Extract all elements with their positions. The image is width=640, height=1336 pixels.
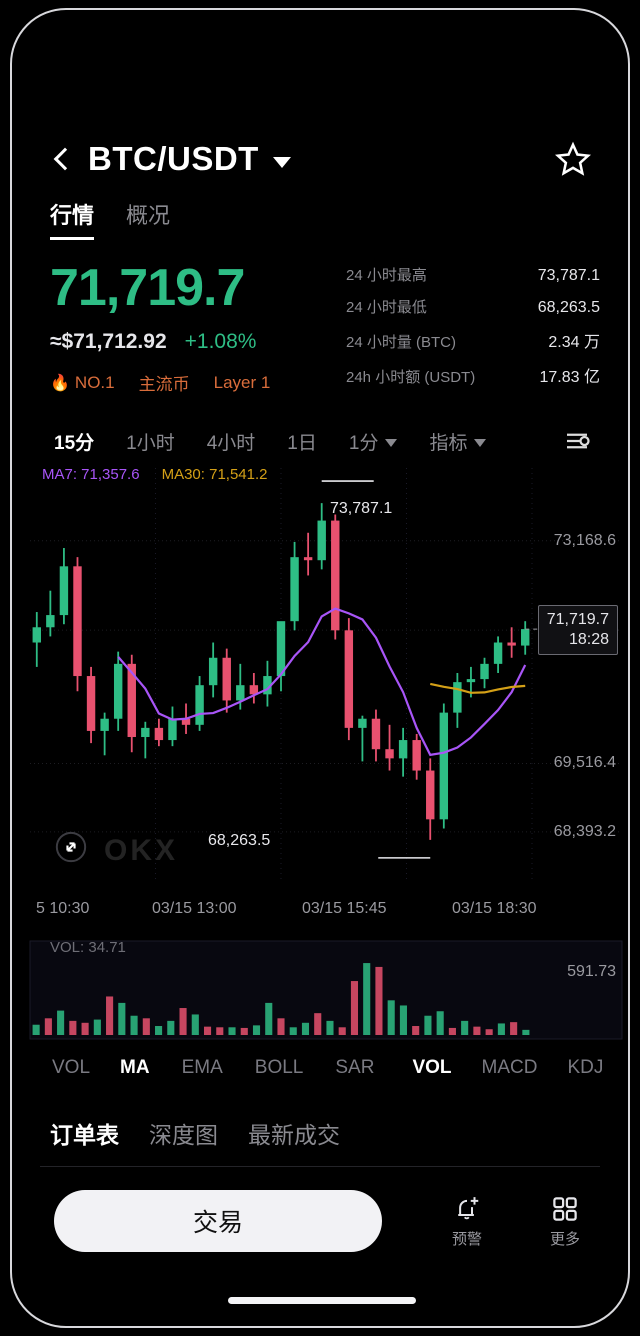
orderbook-tabs: 订单表 深度图 最新成交 [50, 1116, 340, 1150]
stat-value-high: 73,787.1 [537, 267, 600, 284]
stat-label-high: 24 小时最高 [346, 267, 427, 284]
stat-value-volume-btc: 2.34 万 [548, 334, 600, 351]
chevron-down-icon [385, 438, 398, 447]
time-tick-2: 03/15 15:45 [302, 900, 387, 917]
y-axis-label-3: 68,393.2 [553, 822, 616, 840]
volume-chart[interactable]: VOL: 34.71 591.73 [12, 935, 628, 1045]
timeframe-15m-label: 15分 [54, 432, 95, 454]
timeframe-4h-label: 4小时 [206, 432, 256, 454]
tab-depth-chart[interactable]: 深度图 [149, 1122, 218, 1148]
stat-value-turnover-usdt: 17.83 亿 [539, 369, 601, 386]
indicator-dropdown-label: 指标 [429, 432, 468, 454]
indicator-kdj[interactable]: KDJ [567, 1057, 604, 1078]
more-label: 更多 [549, 1230, 580, 1248]
alert-button[interactable]: 预警 [430, 1194, 504, 1249]
tag-row: 🔥 NO.1 主流币 Layer 1 [50, 370, 270, 395]
stats-panel: 24 小时最高 73,787.1 24 小时最低 68,263.5 24 小时量… [346, 264, 600, 398]
stat-label-volume-btc: 24 小时量 (BTC) [346, 334, 457, 351]
chevron-down-icon[interactable] [272, 156, 291, 168]
grid-more-icon [553, 1196, 577, 1221]
timeframe-1d[interactable]: 1日 [287, 428, 317, 455]
stat-value-low: 68,263.5 [537, 299, 600, 316]
chart-settings-icon[interactable] [562, 426, 592, 456]
stat-label-low: 24 小时最低 [346, 299, 427, 316]
header-bar: BTC/USDT [12, 128, 628, 190]
tag-rank[interactable]: 🔥 NO.1 [50, 373, 115, 393]
ma7-legend: MA7: 71,357.6 [42, 466, 140, 483]
home-indicator [228, 1297, 416, 1304]
timeframe-bar: 15分 1小时 4小时 1日 1分 指标 [12, 418, 628, 464]
action-bar: 交易 预警 更多 [12, 1178, 628, 1264]
candlestick-canvas [30, 468, 622, 882]
price-block: 71,719.7 ≈$71,712.92 +1.08% 🔥 NO.1 主流币 L… [50, 262, 270, 395]
current-price-value: 71,719.7 [546, 611, 609, 629]
time-tick-0: 5 10:30 [36, 900, 90, 917]
tag-layer1[interactable]: Layer 1 [213, 372, 271, 392]
indicator-dropdown[interactable]: 指标 [429, 428, 487, 455]
tab-recent-trades[interactable]: 最新成交 [248, 1122, 340, 1148]
chevron-down-icon [474, 438, 487, 447]
indicator-boll[interactable]: BOLL [254, 1057, 304, 1078]
ma-legend: MA7: 71,357.6 MA30: 71,541.2 [42, 466, 268, 483]
tag-mainstream[interactable]: 主流币 [138, 375, 190, 394]
time-tick-3: 03/15 18:30 [452, 900, 537, 917]
stat-row-turnover-usdt: 24h 小时额 (USDT) 17.83 亿 [346, 363, 600, 387]
timeframe-15m[interactable]: 15分 [54, 428, 94, 455]
alert-label: 预警 [451, 1230, 482, 1248]
tab-orderbook[interactable]: 订单表 [50, 1122, 119, 1148]
indicator-vol-main[interactable]: VOL [52, 1057, 91, 1078]
volume-label: VOL: 34.71 [50, 939, 126, 956]
current-price-tag: 71,719.7 18:28 [537, 605, 618, 656]
volume-canvas [29, 940, 623, 1040]
price-usd: ≈$71,712.92 [50, 330, 167, 353]
price-chart[interactable]: MA7: 71,357.6 MA30: 71,541.2 73,168.6 71… [12, 462, 628, 930]
expand-fullscreen-icon[interactable] [54, 830, 88, 864]
last-price: 71,719.7 [50, 259, 245, 317]
high-marker-label: 73,787.1 [330, 500, 393, 517]
time-axis: 5 10:30 03/15 13:00 03/15 15:45 03/15 18… [12, 900, 628, 930]
timeframe-more-label: 1分 [348, 432, 379, 454]
stat-row-volume-btc: 24 小时量 (BTC) 2.34 万 [346, 328, 600, 352]
back-chevron-icon[interactable] [50, 148, 72, 170]
timeframe-1h[interactable]: 1小时 [126, 428, 175, 455]
star-icon[interactable] [554, 140, 592, 178]
timeframe-more-dropdown[interactable]: 1分 [349, 428, 398, 455]
stat-row-high: 24 小时最高 73,787.1 [346, 264, 600, 285]
okx-watermark: OKX [104, 834, 179, 867]
low-marker-label: 68,263.5 [208, 832, 271, 849]
flame-icon: 🔥 [50, 374, 70, 392]
timeframe-1h-label: 1小时 [126, 432, 175, 454]
page-title: BTC/USDT [88, 140, 259, 177]
y-axis-label-0: 73,168.6 [553, 531, 616, 549]
price-subline: ≈$71,712.92 +1.08% [50, 330, 270, 354]
indicator-macd[interactable]: MACD [481, 1057, 538, 1078]
indicator-sar[interactable]: SAR [335, 1057, 375, 1078]
volume-max-label: 591.73 [567, 963, 616, 980]
ma30-legend: MA30: 71,541.2 [161, 466, 268, 483]
stat-row-low: 24 小时最低 68,263.5 [346, 296, 600, 317]
indicator-vol-sub[interactable]: VOL [412, 1057, 452, 1078]
timeframe-1d-label: 1日 [287, 432, 317, 454]
view-tabs: 行情 概况 [50, 198, 170, 240]
price-change-percent: +1.08% [184, 330, 257, 353]
tab-market[interactable]: 行情 [50, 198, 95, 240]
tag-rank-label: NO.1 [74, 372, 115, 392]
y-axis-label-2: 69,516.4 [553, 754, 616, 772]
app-screen: BTC/USDT 行情 概况 71,719.7 ≈$71,712.92 +1.0… [12, 10, 628, 1326]
tab-overview[interactable]: 概况 [126, 203, 171, 228]
trade-button[interactable]: 交易 [54, 1190, 382, 1252]
indicator-ma[interactable]: MA [120, 1057, 150, 1078]
timeframe-4h[interactable]: 4小时 [207, 428, 256, 455]
current-price-time: 18:28 [568, 631, 609, 649]
more-button[interactable]: 更多 [528, 1194, 602, 1249]
time-tick-1: 03/15 13:00 [152, 900, 237, 917]
stat-label-turnover-usdt: 24h 小时额 (USDT) [346, 369, 476, 386]
bell-plus-icon [458, 1196, 479, 1219]
indicator-ema[interactable]: EMA [181, 1057, 223, 1078]
section-divider [40, 1166, 600, 1167]
indicator-chip-row: VOL MA EMA BOLL SAR VOL MACD KDJ BOLL [12, 1048, 628, 1088]
